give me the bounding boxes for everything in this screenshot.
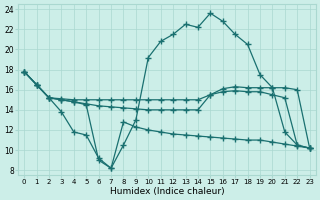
X-axis label: Humidex (Indice chaleur): Humidex (Indice chaleur) — [109, 187, 224, 196]
